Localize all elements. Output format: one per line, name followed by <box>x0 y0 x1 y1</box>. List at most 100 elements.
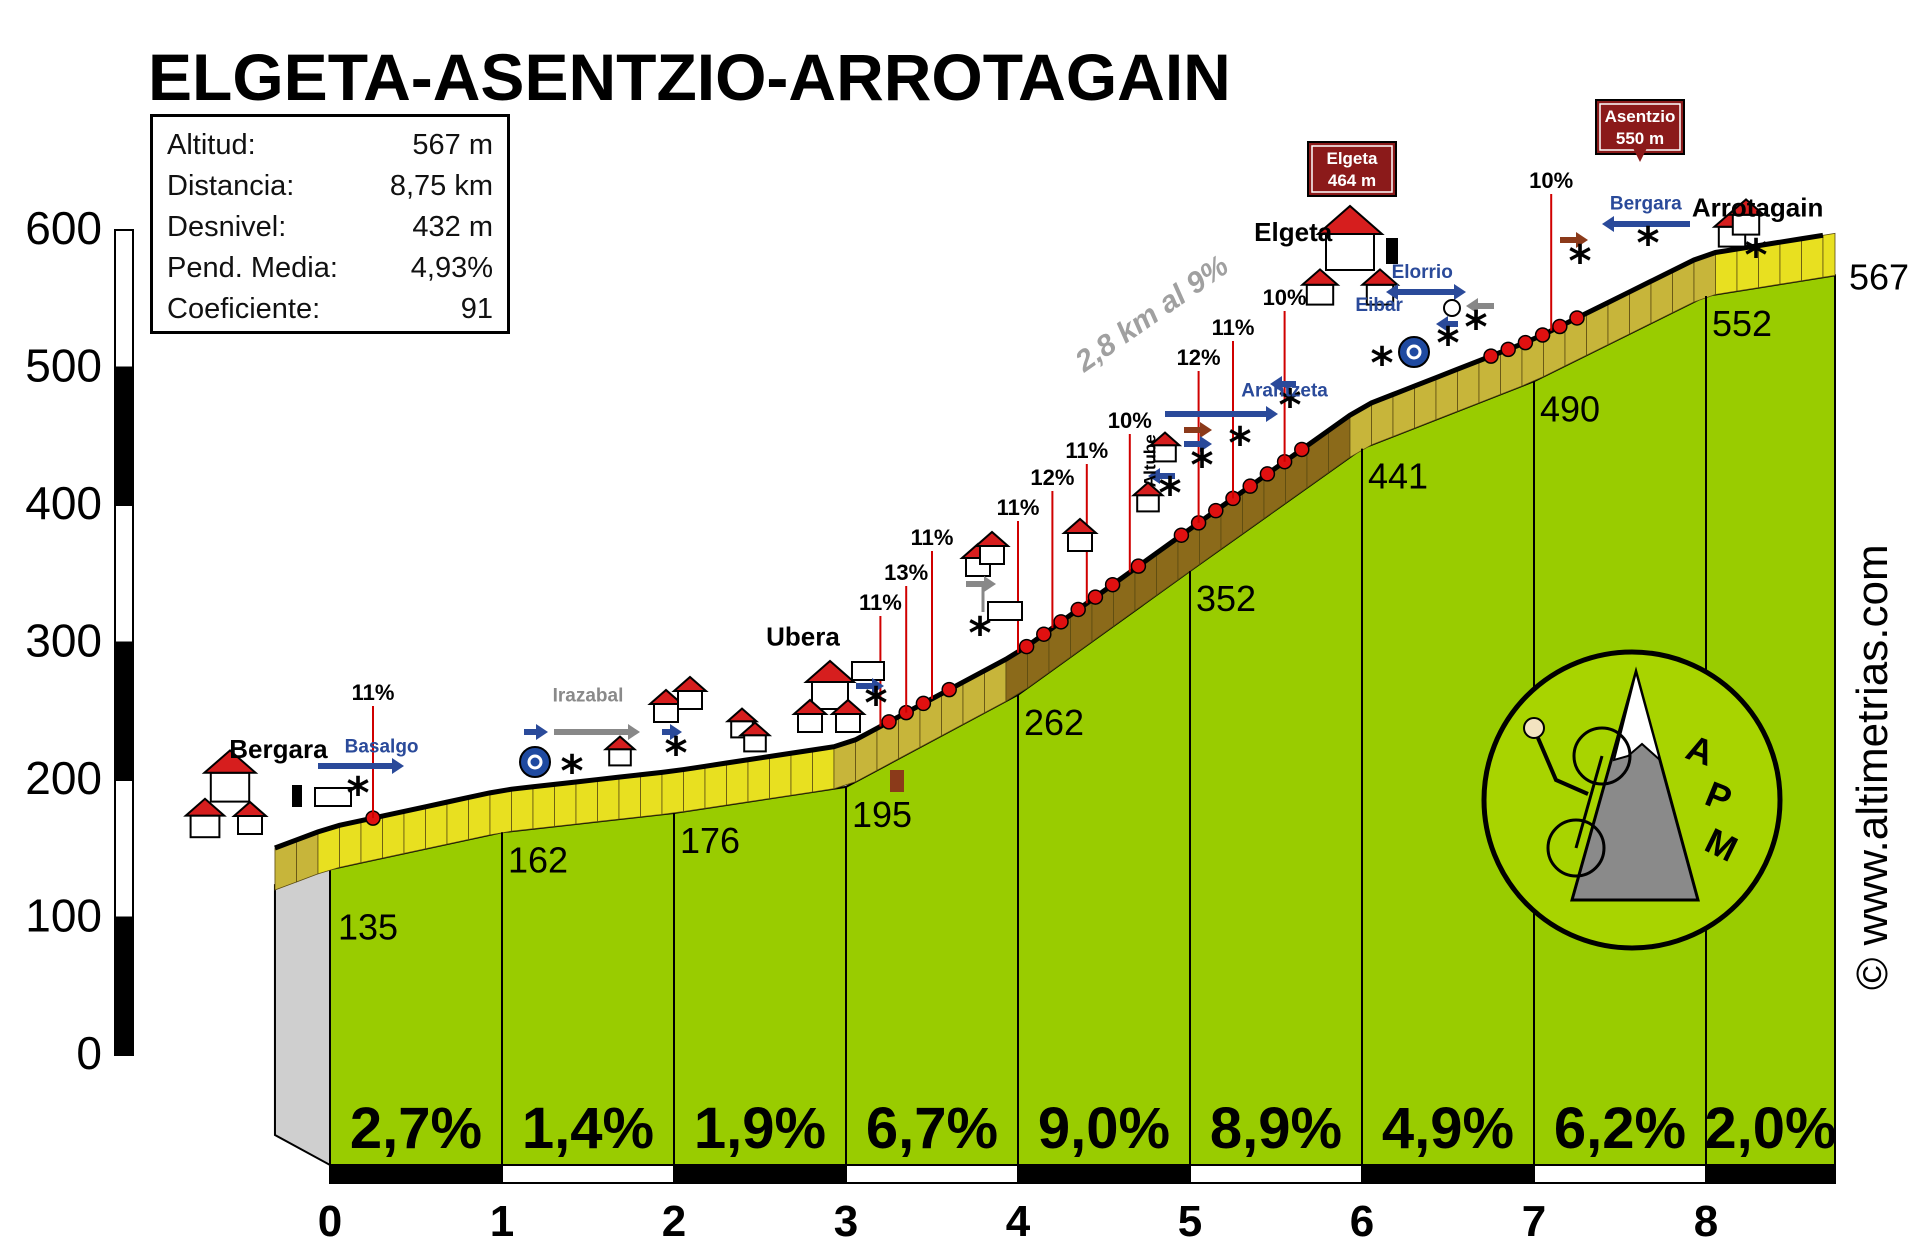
steep-dot <box>1242 478 1258 494</box>
altitude-label: 490 <box>1540 388 1600 429</box>
road-segment <box>747 756 770 803</box>
road-segment <box>403 806 426 854</box>
apm-logo: APM <box>1481 649 1783 951</box>
axis-segment <box>673 1164 847 1184</box>
house-icon <box>1315 204 1385 271</box>
steep-dot <box>1500 341 1516 358</box>
gradient-labels: 2,7% 1,4% 1,9% 6,7% 9,0% 8,9% 4,9% 6,2% 2,0% <box>350 1096 1837 1161</box>
steep-dot <box>1569 310 1585 326</box>
asterisk-icon: * <box>1190 440 1213 491</box>
segment-gradient: 6,7% <box>866 1096 998 1161</box>
road-segment <box>704 762 727 809</box>
house-icon <box>183 797 227 839</box>
altitude-label: 441 <box>1368 456 1428 497</box>
stat-label: Coeficiente: <box>167 293 321 325</box>
asterisk-icon: * <box>1228 418 1251 469</box>
pass-name: Asentzio <box>1605 107 1676 126</box>
asterisk-icon: * <box>1568 236 1591 287</box>
pass-marker: Asentzio 550 m <box>1595 99 1685 162</box>
house-icon <box>724 707 760 739</box>
x-tick-label: 0 <box>318 1197 342 1246</box>
road-segment <box>511 786 534 832</box>
scale-segment <box>114 641 134 781</box>
steep-percent: 12% <box>1030 465 1074 490</box>
altitude-label: 552 <box>1712 303 1772 344</box>
asterisk-icon: * <box>1370 338 1393 389</box>
pass-altitude: 550 m <box>1616 129 1664 148</box>
arrow-head-icon <box>536 724 548 740</box>
steep-dot <box>1552 318 1568 335</box>
stat-value: 567 m <box>412 129 493 161</box>
steep-dot <box>1294 441 1310 458</box>
steep-dot <box>1208 502 1224 519</box>
tunnel-icon <box>890 770 904 792</box>
road-segment <box>597 776 620 823</box>
stat-row: Coeficiente: 91 <box>167 289 493 330</box>
stat-row: Desnivel: 432 m <box>167 207 493 248</box>
stat-row: Pend. Media: 4,93% <box>167 248 493 289</box>
place-name: Bergara <box>229 734 328 764</box>
scale-segment <box>114 504 134 644</box>
stat-row: Altitud: 567 m <box>167 125 493 166</box>
house-icon <box>671 675 709 710</box>
house-icon <box>231 800 269 835</box>
scale-segment <box>114 779 134 919</box>
direction-label: Arantzeta <box>1241 380 1328 401</box>
steep-percent: 12% <box>1177 345 1221 370</box>
road-segment <box>468 792 491 840</box>
segment-gradient: 1,4% <box>522 1096 654 1161</box>
house-icon <box>1061 517 1099 552</box>
cyclist-icon <box>1523 717 1545 739</box>
steep-dot <box>1534 327 1551 343</box>
steep-dot <box>1104 576 1121 593</box>
scale-segment <box>114 229 134 369</box>
x-tick-label: 6 <box>1350 1197 1374 1246</box>
segment-gradient: 2,7% <box>350 1096 482 1161</box>
steep-dot <box>1087 589 1104 605</box>
x-tick-label: 4 <box>1006 1197 1031 1246</box>
pass-name: Elgeta <box>1326 149 1378 168</box>
roundabout-icon <box>1398 336 1430 368</box>
arrow-head-icon <box>392 758 404 774</box>
steep-percent: 10% <box>1263 285 1307 310</box>
axis-segment <box>1705 1164 1836 1184</box>
y-tick-label: 100 <box>25 890 102 942</box>
house-icon <box>1725 198 1767 236</box>
direction-label: Bergara <box>1610 193 1682 214</box>
stat-row: Distancia: 8,75 km <box>167 166 493 207</box>
roundabout-icon <box>519 746 551 778</box>
arrow-head-icon <box>1270 376 1282 392</box>
road-segment <box>769 752 792 799</box>
road-segment <box>1801 234 1824 282</box>
segment-gradient: 4,9% <box>1382 1096 1514 1161</box>
side-label: Altube <box>1141 434 1160 487</box>
stat-label: Pend. Media: <box>167 252 338 284</box>
house-icon <box>829 698 867 733</box>
house-icon <box>1299 268 1341 306</box>
road-segment <box>1822 232 1836 278</box>
road-segment <box>489 788 512 836</box>
asterisk-icon: * <box>1744 230 1767 281</box>
place-name: Ubera <box>766 621 840 651</box>
altitude-label: 567 <box>1849 256 1909 297</box>
segment-gradient: 6,2% <box>1554 1096 1686 1161</box>
road-segment <box>425 801 448 850</box>
arrow-head-icon <box>1576 232 1588 248</box>
start-wall <box>273 868 331 1167</box>
stat-value: 8,75 km <box>389 170 493 202</box>
axis-segment <box>501 1164 675 1184</box>
road-segment <box>532 783 555 830</box>
distance-axis: 0 1 2 3 4 5 6 7 8 <box>318 1164 1836 1246</box>
stat-value: 4,93% <box>410 252 493 284</box>
axis-segment <box>1189 1164 1363 1184</box>
road-segment <box>640 771 663 818</box>
route-icons: * * ***** *** * ** * * <box>183 198 1768 839</box>
arrow-head-icon <box>1386 284 1398 300</box>
direction-label: Irazabal <box>553 686 624 707</box>
steep-percent: 11% <box>352 680 395 705</box>
steep-dot <box>915 695 932 712</box>
altitude-labels: 135 162 176 195 262 352 441 490 552 567 <box>338 256 1909 947</box>
direction-label: Eibar <box>1355 295 1403 316</box>
altitude-label: 135 <box>338 906 398 947</box>
axis-segment <box>1017 1164 1191 1184</box>
